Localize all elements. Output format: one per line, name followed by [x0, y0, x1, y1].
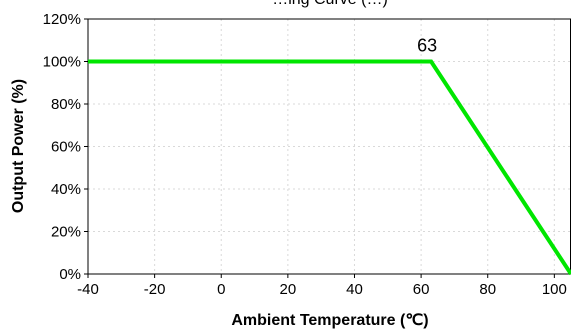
x-tick-label: 40: [346, 281, 363, 298]
grid-lines: [87, 18, 571, 275]
y-tick-label: 20%: [51, 224, 81, 241]
y-tick-label: 60%: [51, 139, 81, 156]
y-tick-label: 100%: [43, 54, 81, 71]
x-tick-label: -40: [77, 281, 99, 298]
y-tick-label: 80%: [51, 96, 81, 113]
x-axis-ticks: -40 -20 0 20 40 60 80 100: [77, 274, 567, 298]
x-tick-label: 20: [280, 281, 297, 298]
x-tick-label: 0: [217, 281, 225, 298]
x-tick-label: -20: [144, 281, 166, 298]
series-line: [88, 59, 571, 276]
series-layer: [88, 59, 571, 276]
y-tick-label: 40%: [51, 181, 81, 198]
y-axis-ticks: 0% 20% 40% 60% 80% 100% 120%: [43, 11, 88, 283]
x-tick-label: 100: [542, 281, 567, 298]
y-tick-label: 0%: [59, 266, 81, 283]
annotation-label: 63: [417, 36, 437, 56]
y-axis-title: Output Power (%): [10, 79, 27, 213]
chart-title: …ing Curve (…): [272, 0, 388, 8]
y-tick-label: 120%: [43, 11, 81, 28]
x-tick-label: 80: [479, 281, 496, 298]
x-axis-title: Ambient Temperature (℃): [231, 312, 428, 329]
annotations-layer: 63: [417, 36, 437, 56]
x-tick-label: 60: [413, 281, 430, 298]
